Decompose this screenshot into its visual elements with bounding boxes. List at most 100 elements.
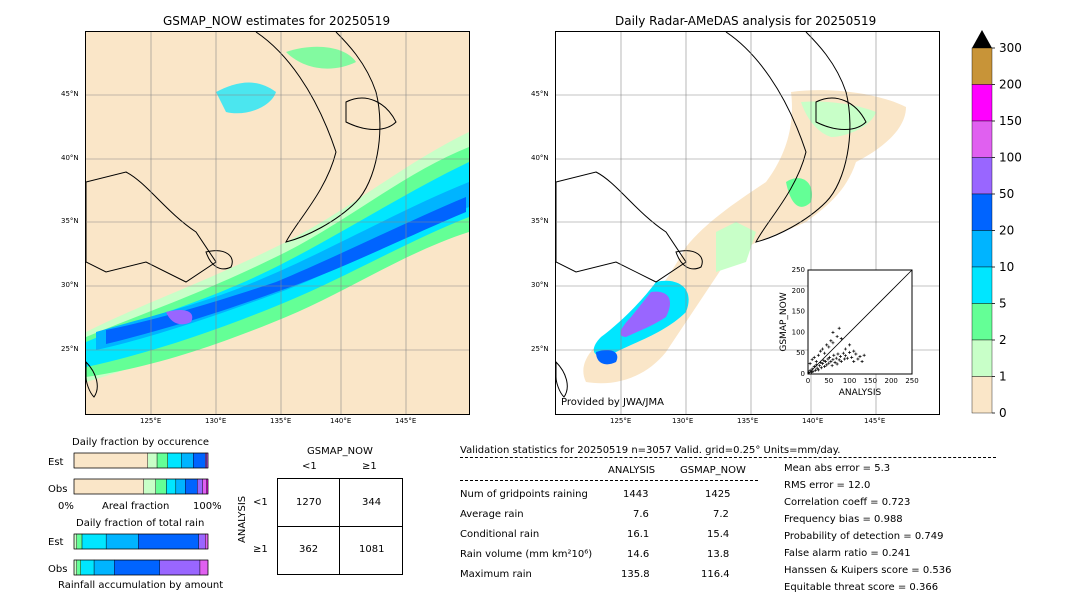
colorbar-label: 300 — [999, 41, 1022, 55]
scatter-point — [852, 349, 856, 353]
score-mae: Mean abs error = 5.3 — [784, 463, 891, 474]
scatter-point — [843, 354, 847, 358]
stacked-bar-segment — [185, 478, 198, 495]
left-lon-145: 145°E — [395, 417, 417, 425]
left-map — [85, 31, 470, 415]
scatter-point — [846, 356, 850, 360]
occurence-100pct: 100% — [193, 501, 222, 512]
scatter-point — [813, 368, 817, 372]
scatter-y-tick: 200 — [792, 287, 805, 295]
scatter-x-tick: 150 — [864, 377, 877, 385]
colorbar-segment — [971, 230, 993, 268]
scatter-point — [838, 355, 842, 359]
scatter-point — [823, 360, 827, 364]
scatter-point — [823, 365, 827, 369]
colorbar-segment — [971, 47, 993, 85]
stacked-bar-segment — [205, 533, 209, 550]
contingency-side-label: ANALYSIS — [237, 495, 248, 543]
left-map-title: GSMAP_NOW estimates for 20250519 — [163, 14, 391, 28]
stacked-bar-segment — [81, 533, 107, 550]
scatter-diagonal — [807, 269, 913, 375]
colorbar-segment — [971, 266, 993, 304]
stats-col-gsmap: GSMAP_NOW — [680, 465, 746, 476]
occurence-est-label: Est — [48, 457, 64, 468]
stacked-bar-segment — [93, 559, 115, 576]
total-rain-obs-label: Obs — [48, 564, 68, 575]
left-lat-25: 25°N — [61, 345, 79, 353]
scatter-point — [829, 339, 833, 343]
scatter-point — [822, 359, 826, 363]
scatter-y-tick: 100 — [792, 328, 805, 336]
scatter-point — [816, 353, 820, 357]
scatter-point — [858, 355, 862, 359]
stacked-bar-segment — [76, 559, 81, 576]
colorbar-label: 100 — [999, 151, 1022, 165]
stacked-bar-segment — [202, 478, 207, 495]
score-corr: Correlation coeff = 0.723 — [784, 497, 911, 508]
scatter-point — [809, 370, 813, 374]
stats-row-gsmap: 116.4 — [701, 569, 730, 580]
stats-row-label: Conditional rain — [460, 529, 540, 540]
total-rain-xlabel: Rainfall accumulation by amount — [58, 580, 224, 591]
right-lon-145: 145°E — [864, 417, 886, 425]
stacked-bar-segment — [138, 533, 199, 550]
colorbar-segment — [971, 157, 993, 195]
scatter-x-tick: 0 — [806, 377, 810, 385]
stacked-bar-frame — [73, 559, 209, 576]
total-rain-est-label: Est — [48, 537, 64, 548]
stacked-bar-segment — [199, 559, 209, 576]
contingency-col-lt1: <1 — [302, 461, 317, 472]
scatter-point — [852, 360, 856, 364]
right-lat-35: 35°N — [531, 217, 549, 225]
colorbar-label: 1 — [999, 370, 1007, 384]
stacked-bar-frame — [73, 452, 209, 469]
scatter-point — [831, 341, 835, 345]
colorbar-label: 20 — [999, 224, 1014, 238]
scatter-point — [848, 343, 852, 347]
stats-row-gsmap: 13.8 — [707, 549, 730, 560]
contingency-row-ge1: ≥1 — [253, 544, 268, 555]
stats-row-gsmap: 15.4 — [707, 529, 730, 540]
contingency-grid: 1270 344 362 1081 — [277, 478, 403, 575]
stats-row-analysis: 135.8 — [621, 569, 650, 580]
stats-row-label: Average rain — [460, 509, 524, 520]
right-map-title: Daily Radar-AMeDAS analysis for 20250519 — [615, 14, 877, 28]
left-lat-35: 35°N — [61, 217, 79, 225]
scatter-point — [810, 357, 814, 361]
scatter-xlabel: ANALYSIS — [839, 388, 882, 398]
occurence-obs-label: Obs — [48, 484, 68, 495]
scatter-point — [850, 355, 854, 359]
scatter-point — [823, 351, 827, 355]
scatter-plot: 00 50 50 100 100 150 150 200 200 250 250 ANALYSIS GS… — [779, 266, 919, 398]
scatter-point — [808, 369, 812, 373]
stacked-bar-segment — [73, 478, 144, 495]
stacked-bar-segment — [80, 559, 95, 576]
stats-row-label: Num of gridpoints raining — [460, 489, 588, 500]
scatter-y-tick: 250 — [792, 266, 805, 274]
scatter-point — [821, 362, 825, 366]
occurence-title: Daily fraction by occurence — [72, 437, 210, 448]
stacked-bar-segment — [159, 559, 201, 576]
stacked-bar-frame — [73, 478, 209, 495]
right-lon-135: 135°E — [737, 417, 759, 425]
stacked-bar-segment — [197, 478, 203, 495]
scatter-point — [818, 360, 822, 364]
scatter-point — [848, 350, 852, 354]
right-lat-45: 45°N — [531, 90, 549, 98]
scatter-point — [833, 360, 837, 364]
scatter-point — [815, 366, 819, 370]
left-lon-125: 125°E — [140, 417, 162, 425]
contingency-cell-01: 344 — [362, 497, 382, 508]
stacked-bar-segment — [175, 478, 186, 495]
stacked-bar-segment — [193, 452, 206, 469]
left-lon-135: 135°E — [270, 417, 292, 425]
scatter-point — [856, 357, 860, 361]
contingency-col-ge1: ≥1 — [362, 461, 377, 472]
scatter-point — [818, 349, 822, 353]
colorbar-label: 200 — [999, 78, 1022, 92]
stacked-bar-segment — [198, 533, 206, 550]
scatter-point — [837, 326, 841, 330]
scatter-y-tick: 150 — [792, 308, 805, 316]
score-bias: Frequency bias = 0.988 — [784, 514, 903, 525]
occurence-0pct: 0% — [58, 501, 74, 512]
